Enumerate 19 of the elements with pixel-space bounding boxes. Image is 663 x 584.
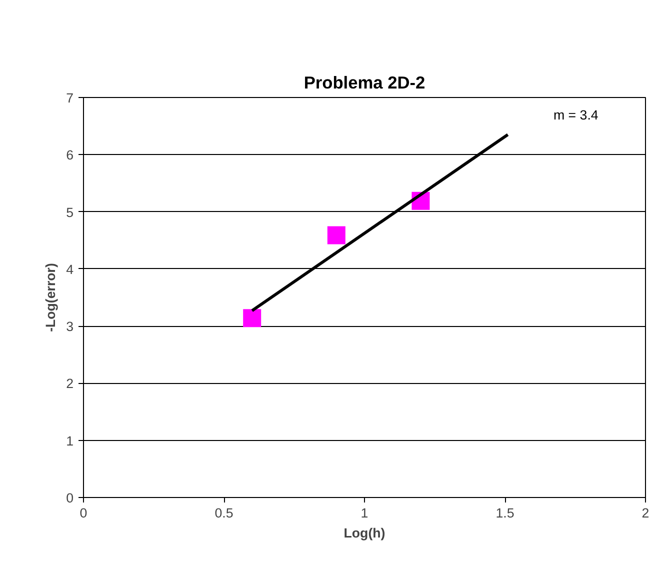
y-tick-label: 1 [66,433,74,448]
x-tick-label: 0 [80,506,88,520]
x-axis-title: Log(h) [344,526,386,540]
x-tick-label: 1.5 [496,506,514,520]
y-tick-label: 7 [66,90,74,106]
annotation: m = 3.4 [554,108,599,122]
y-tick-label: 4 [66,262,74,277]
y-tick-label: 3 [66,319,74,334]
y-tick-label: 5 [66,204,74,220]
x-tick-label: 0.5 [214,506,234,520]
y-tick-label: 0 [66,490,74,506]
y-axis-title: -Log(error) [43,263,58,332]
point [243,309,262,328]
chart-title: Problema 2D-2 [304,72,426,92]
y-tick-label: 2 [66,376,74,392]
x-tick-label: 1 [360,506,368,520]
y-tick-label: 6 [66,148,74,163]
x-tick-label: 2 [642,506,650,520]
point [327,226,346,244]
